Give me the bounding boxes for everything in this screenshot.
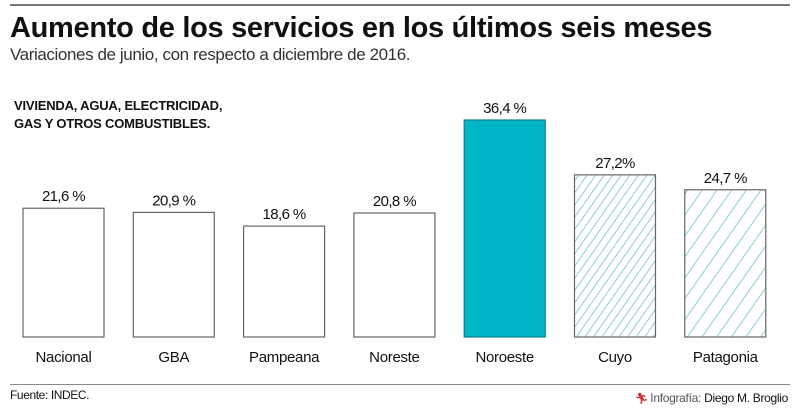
category-tick-nacional: Nacional — [36, 349, 92, 366]
top-rule — [10, 4, 790, 6]
category-label-line1: VIVIENDA, AGUA, ELECTRICIDAD, — [14, 98, 223, 113]
bar-patagonia — [684, 189, 767, 338]
value-label-pampeana: 18,6 % — [263, 206, 306, 223]
category-tick-cuyo: Cuyo — [598, 349, 632, 366]
category-tick-gba: GBA — [158, 349, 189, 366]
value-label-noreste: 20,8 % — [373, 193, 416, 210]
bar-noreste — [353, 212, 436, 338]
category-tick-noreste: Noreste — [369, 349, 419, 366]
value-label-nacional: 21,6 % — [42, 188, 85, 205]
credit: 🏃︎ Infografía: Diego M. Broglio — [634, 391, 789, 405]
bar-gba — [132, 211, 215, 338]
value-label-cuyo: 27,2% — [595, 155, 635, 172]
source-note: Fuente: INDEC. — [10, 388, 90, 402]
value-label-noroeste: 36,4 % — [483, 100, 526, 117]
runner-logo-icon: 🏃︎ — [634, 393, 649, 405]
bar-pampeana — [243, 225, 326, 338]
bottom-rule — [10, 384, 790, 385]
bar-cuyo — [573, 174, 657, 338]
value-label-patagonia: 24,7 % — [704, 170, 747, 187]
chart-title: Aumento de los servicios en los últimos … — [10, 12, 713, 44]
category-tick-pampeana: Pampeana — [249, 349, 320, 366]
bar-nacional — [22, 207, 105, 338]
credit-name: Diego M. Broglio — [704, 391, 788, 405]
category-tick-noroeste: Noroeste — [475, 349, 533, 366]
chart-subtitle: Variaciones de junio, con respecto a dic… — [10, 45, 411, 64]
category-tick-patagonia: Patagonia — [693, 349, 759, 366]
category-label: VIVIENDA, AGUA, ELECTRICIDAD, GAS Y OTRO… — [14, 97, 222, 133]
category-label-line2: GAS Y OTROS COMBUSTIBLES. — [14, 116, 211, 131]
bar-noroeste — [463, 119, 546, 338]
value-label-gba: 20,9 % — [152, 192, 195, 209]
credit-label: Infografía: — [650, 391, 702, 405]
